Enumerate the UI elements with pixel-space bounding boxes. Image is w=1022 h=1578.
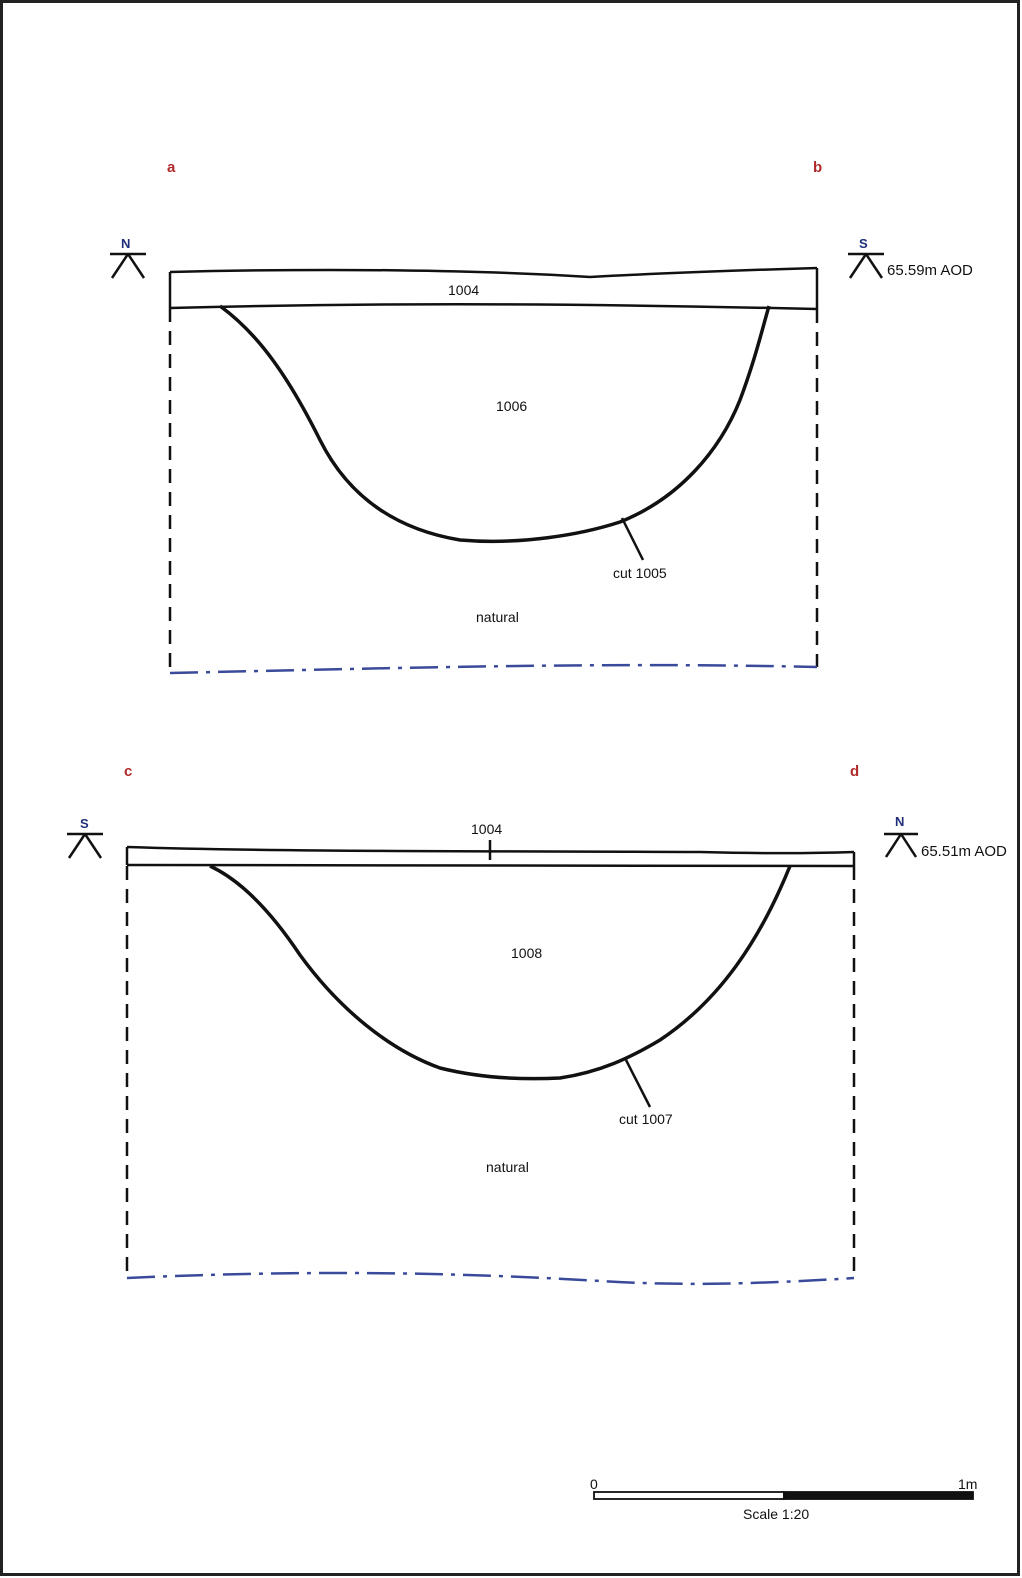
- cut-leader-line: [620, 517, 645, 561]
- cut-label: cut 1005: [613, 565, 667, 581]
- section-2: c d S N 65.51m AOD 1004: [67, 763, 1007, 1286]
- scale-bar-light: [593, 1491, 785, 1500]
- cut-profile: [218, 304, 771, 544]
- ground-surface-line: [169, 266, 818, 279]
- fill-label: 1008: [511, 945, 542, 961]
- corner-label-d: d: [850, 763, 859, 780]
- direction-label: S: [859, 236, 868, 251]
- direction-label: N: [121, 236, 130, 251]
- direction-marker-left: N: [110, 236, 146, 279]
- corner-label-c: c: [124, 763, 132, 780]
- direction-label: S: [80, 816, 89, 831]
- section-1: a b N S 65.59m AOD 1004: [110, 159, 973, 675]
- corner-label-a: a: [167, 159, 176, 176]
- excavation-base-line: [126, 1271, 855, 1286]
- cut-leader-line: [624, 1059, 652, 1108]
- natural-label: natural: [476, 609, 519, 625]
- direction-label: N: [895, 814, 904, 829]
- layer-boundary-line: [169, 303, 818, 311]
- scale-end-label: 1m: [958, 1476, 977, 1492]
- datum-label: 65.51m AOD: [921, 843, 1007, 860]
- fill-label: 1006: [496, 398, 527, 414]
- layer-label-1004: 1004: [448, 282, 479, 298]
- scale-bar: 0 1m Scale 1:20: [590, 1476, 977, 1522]
- excavation-base-line: [169, 663, 818, 675]
- layer-label-1004: 1004: [471, 821, 502, 837]
- scale-start-label: 0: [590, 1476, 598, 1492]
- scale-label: Scale 1:20: [743, 1506, 809, 1522]
- direction-marker-left: S: [67, 816, 103, 859]
- direction-marker-right: N 65.51m AOD: [884, 814, 1007, 860]
- direction-marker-right: S 65.59m AOD: [848, 236, 973, 279]
- cut-profile: [209, 864, 792, 1081]
- ground-surface-line: [126, 845, 855, 855]
- scale-bar-dark: [783, 1491, 974, 1500]
- corner-label-b: b: [813, 159, 822, 176]
- datum-label: 65.59m AOD: [887, 262, 973, 279]
- layer-boundary-line: [126, 863, 855, 868]
- natural-label: natural: [486, 1159, 529, 1175]
- cut-label: cut 1007: [619, 1111, 673, 1127]
